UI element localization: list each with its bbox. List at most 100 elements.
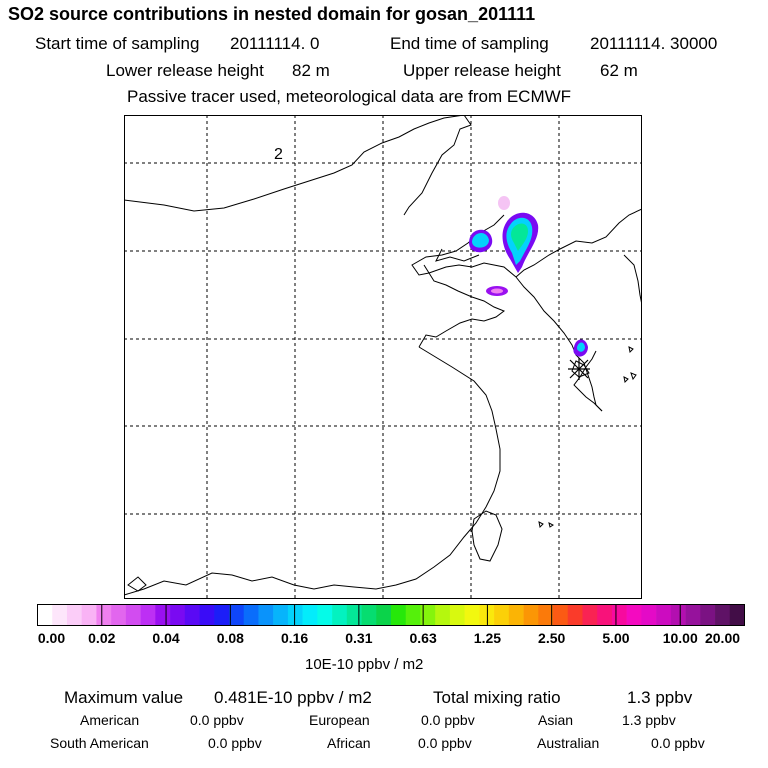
- colorbar-cell: [464, 604, 480, 626]
- colorbar-cell: [199, 604, 215, 626]
- colorbar-cell: [508, 604, 524, 626]
- korea-north-border: [515, 208, 642, 278]
- upper-height-value: 62 m: [600, 61, 638, 80]
- african-label: African: [327, 735, 371, 751]
- concentration-plumes: [469, 196, 588, 357]
- colorbar-cell: [420, 604, 436, 626]
- end-time-label: End time of sampling: [390, 34, 549, 53]
- graticule: [124, 115, 642, 599]
- colorbar-cell: [184, 604, 200, 626]
- colorbar-cell: [523, 604, 539, 626]
- islet: [548, 522, 554, 528]
- colorbar-tick-label: 10.00: [662, 630, 698, 646]
- start-time-label: Start time of sampling: [35, 34, 200, 53]
- max-value: 0.481E-10 ppbv / m2: [214, 688, 372, 707]
- colorbar-cell: [170, 604, 186, 626]
- colorbar-cell: [317, 604, 333, 626]
- colorbar-cell: [435, 604, 451, 626]
- colorbar-cell: [479, 604, 495, 626]
- lower-height-value: 82 m: [292, 61, 330, 80]
- colorbar-cell: [125, 604, 141, 626]
- plume-korea-core: [577, 342, 585, 352]
- korea-south-coast: [573, 350, 603, 412]
- colorbar-cell: [96, 604, 112, 626]
- colorbar: [37, 604, 745, 626]
- plume-west-core: [472, 232, 489, 248]
- korea-east-coast: [623, 254, 642, 306]
- colorbar-tick-label: 0.63: [409, 630, 437, 646]
- colorbar-cell: [228, 604, 245, 626]
- colorbar-cell: [376, 604, 392, 626]
- colorbar-frame: [37, 604, 745, 626]
- south-american-label: South American: [50, 735, 149, 751]
- colorbar-cell: [214, 604, 230, 626]
- african-value: 0.0 ppbv: [418, 735, 472, 751]
- colorbar-cell: [332, 604, 348, 626]
- colorbar-cell: [155, 604, 171, 626]
- colorbar-cell: [567, 604, 583, 626]
- colorbar-cell: [449, 604, 465, 626]
- colorbar-tick-label: 0.16: [280, 630, 309, 646]
- european-value: 0.0 ppbv: [421, 712, 475, 728]
- australian-value: 0.0 ppbv: [651, 735, 705, 751]
- colorbar-cell: [391, 604, 407, 626]
- colorbar-tick-label: 1.25: [473, 630, 502, 646]
- australian-label: Australian: [537, 735, 600, 751]
- start-time-value: 20111114. 0: [230, 34, 320, 53]
- colorbar-cell: [538, 604, 554, 626]
- upper-height-label: Upper release height: [403, 61, 561, 80]
- colorbar-tick-label: 0.02: [88, 630, 116, 646]
- colorbar-cell: [302, 604, 318, 626]
- plume-bohai-core: [491, 288, 503, 294]
- colorbar-cell: [670, 604, 686, 626]
- european-label: European: [309, 712, 370, 728]
- total-mixing-value: 1.3 ppbv: [627, 688, 693, 707]
- shandong-coast: [418, 264, 506, 348]
- lower-height-label: Lower release height: [106, 61, 264, 80]
- islet: [628, 346, 634, 354]
- colorbar-cell: [626, 604, 642, 626]
- colorbar-tick-label: 20.00: [704, 630, 741, 646]
- colorbar-cell: [494, 604, 510, 626]
- islet: [538, 521, 544, 529]
- colorbar-cell: [140, 604, 156, 626]
- map-panel: 2: [124, 115, 642, 599]
- end-time-value: 20111114. 30000: [590, 34, 718, 53]
- asian-value: 1.3 ppbv: [622, 712, 676, 728]
- colorbar-tick-label: 0.31: [345, 630, 373, 646]
- receptor-marker: [568, 358, 590, 380]
- mongolia-border: [124, 115, 465, 212]
- colorbar-cell: [273, 604, 289, 626]
- colorbar-cell: [729, 604, 745, 626]
- colorbar-cell: [66, 604, 82, 626]
- colorbar-cell: [553, 604, 569, 626]
- colorbar-cell: [287, 604, 303, 626]
- colorbar-cell: [52, 604, 68, 626]
- colorbar-unit: 10E-10 ppbv / m2: [305, 656, 424, 673]
- chart-title: SO2 source contributions in nested domai…: [8, 4, 536, 24]
- colorbar-cell: [361, 604, 377, 626]
- colorbar-cells: [37, 604, 745, 626]
- colorbar-tick-label: 0.04: [152, 630, 180, 646]
- plume-main-core: [511, 223, 528, 251]
- northeast-border: [403, 115, 472, 216]
- colorbar-cell: [715, 604, 731, 626]
- china-east-coast: [124, 346, 501, 596]
- islet: [630, 372, 637, 381]
- asian-label: Asian: [538, 712, 574, 728]
- islet: [623, 376, 629, 384]
- colorbar-tick-label: 2.50: [538, 630, 566, 646]
- colorbar-cell: [700, 604, 716, 626]
- colorbar-cell: [37, 604, 53, 626]
- colorbar-cell: [405, 604, 421, 626]
- colorbar-cell: [611, 604, 627, 626]
- taiwan-island: [471, 510, 503, 562]
- american-label: American: [80, 712, 140, 728]
- max-value-label: Maximum value: [64, 688, 184, 707]
- total-mixing-label: Total mixing ratio: [433, 688, 561, 707]
- colorbar-cell: [582, 604, 598, 626]
- colorbar-cell: [243, 604, 259, 626]
- plume-faint: [498, 196, 510, 210]
- hainan-outline: [127, 576, 147, 592]
- colorbar-cell: [81, 604, 97, 626]
